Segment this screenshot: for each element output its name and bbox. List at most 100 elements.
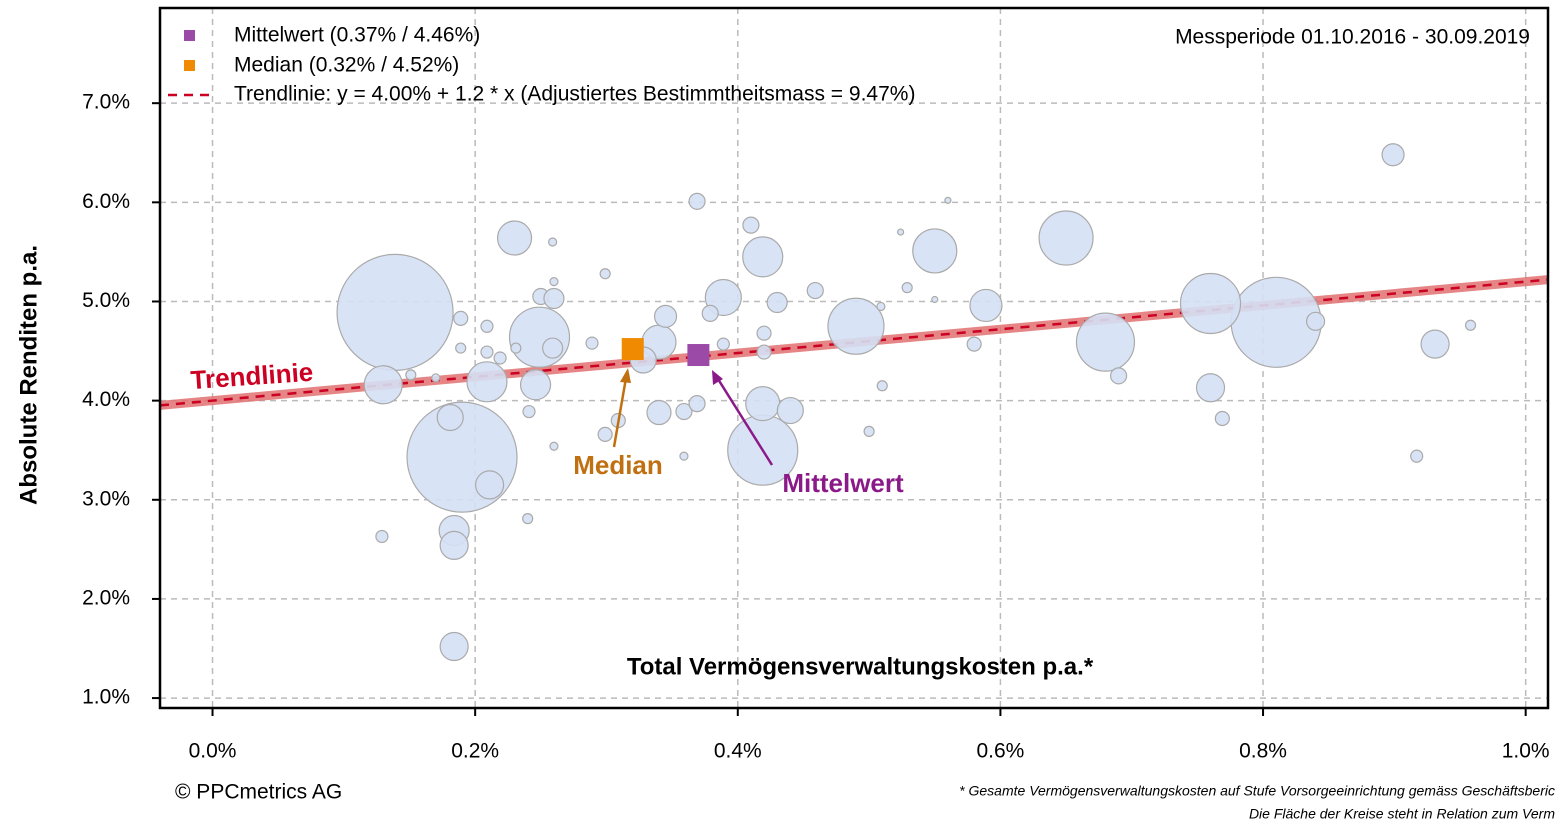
y-tick-label: 2.0%: [82, 586, 130, 609]
mean-marker: [687, 344, 710, 367]
bubble: [827, 297, 885, 355]
mean-arrowhead: [712, 370, 723, 385]
mean-annotation: Mittelwert: [782, 468, 904, 498]
bubble: [549, 277, 559, 287]
bubble: [1420, 329, 1450, 359]
bubble: [510, 342, 522, 354]
bubble: [543, 287, 565, 310]
bubble: [679, 451, 689, 461]
bubbles: [336, 143, 1477, 662]
bubble: [716, 337, 730, 351]
footnote: * Gesamte Vermögensverwaltungskosten auf…: [959, 783, 1555, 799]
x-tick-label: 1.0%: [1502, 740, 1550, 763]
y-tick-label: 5.0%: [82, 289, 130, 312]
plot-frame: [158, 6, 1550, 710]
bubble: [969, 288, 1003, 323]
bubble: [901, 282, 913, 294]
y-tick-label: 6.0%: [82, 190, 130, 213]
bubble: [742, 236, 784, 278]
bubble: [493, 351, 507, 365]
copyright: © PPCmetrics AG: [175, 781, 342, 804]
bubble: [480, 345, 494, 359]
bubble: [863, 425, 875, 437]
legend-label: Trendlinie: y = 4.00% + 1.2 * x (Adjusti…: [234, 83, 915, 106]
legend: Mittelwert (0.37% / 4.46%) Median (0.32%…: [168, 24, 915, 106]
x-tick-label: 0.2%: [451, 740, 499, 763]
x-axis-title: Total Vermögensverwaltungskosten p.a.*: [627, 653, 1094, 680]
bubble: [1195, 373, 1226, 403]
bubble: [405, 369, 417, 381]
bubble: [931, 295, 939, 304]
bubble: [363, 365, 403, 405]
median-arrow: [612, 377, 628, 448]
x-tick-label: 0.0%: [189, 740, 237, 763]
legend-marker: [184, 60, 195, 71]
bubble: [455, 342, 467, 354]
bubble: [1179, 272, 1242, 335]
median-annotation: Median: [573, 450, 663, 480]
bubble: [756, 325, 772, 341]
bubble: [439, 631, 469, 662]
bubble: [897, 228, 905, 236]
bubble: [756, 344, 772, 360]
bubble: [336, 253, 454, 371]
bubble: [876, 380, 888, 392]
bubble: [675, 402, 693, 421]
bubble: [1381, 143, 1405, 167]
legend-label: Mittelwert (0.37% / 4.46%): [234, 24, 480, 47]
bubble: [542, 337, 564, 359]
bubble: [548, 237, 558, 247]
median-marker: [621, 338, 644, 361]
bubble: [522, 513, 534, 525]
bubble: [453, 310, 469, 326]
bubble: [519, 369, 552, 401]
bubble: [776, 396, 804, 425]
bubble: [1464, 319, 1477, 331]
bubble: [585, 336, 599, 350]
x-tick-label: 0.4%: [714, 740, 762, 763]
legend-label: Median (0.32% / 4.52%): [234, 54, 459, 77]
y-tick-label: 1.0%: [82, 686, 130, 709]
bubble: [496, 220, 533, 256]
bubble: [1214, 410, 1230, 427]
bubble: [912, 228, 958, 274]
bubble: [944, 196, 952, 204]
legend-marker: [184, 30, 195, 41]
bubble: [522, 404, 536, 419]
annotations: Trendlinie Median Mittelwert: [190, 357, 904, 498]
bubble: [597, 426, 613, 442]
bubble: [653, 304, 678, 328]
y-axis-title: Absolute Renditen p.a.: [15, 245, 42, 505]
bubble: [439, 530, 469, 560]
footnote: Die Fläche der Kreise steht in Relation …: [1249, 806, 1555, 822]
bubble: [475, 470, 505, 500]
bubble: [701, 304, 719, 322]
y-tick-label: 4.0%: [82, 388, 130, 411]
bubble: [742, 216, 760, 234]
bubble: [436, 403, 464, 432]
bubble: [1109, 367, 1128, 385]
bubble: [375, 529, 389, 544]
y-tick-label: 3.0%: [82, 487, 130, 510]
bubble: [806, 281, 824, 300]
bubble: [599, 268, 611, 280]
bubble: [966, 336, 982, 352]
bubble: [466, 361, 508, 403]
bubble: [431, 373, 441, 383]
bubble: [1305, 311, 1326, 331]
bubble: [1410, 449, 1424, 463]
bubble: [876, 301, 886, 312]
bubble: [688, 192, 706, 210]
median-arrowhead: [620, 368, 631, 383]
period-note: Messperiode 01.10.2016 - 30.09.2019: [1175, 26, 1530, 49]
mean-arrow: [716, 378, 774, 466]
bubble: [766, 291, 788, 314]
bubble: [688, 395, 706, 413]
bubble: [508, 306, 571, 368]
y-tick-label: 7.0%: [82, 91, 130, 114]
x-tick-label: 0.6%: [976, 740, 1024, 763]
bubble: [1038, 210, 1094, 266]
x-tick-label: 0.8%: [1239, 740, 1287, 763]
bubble: [1075, 312, 1136, 372]
